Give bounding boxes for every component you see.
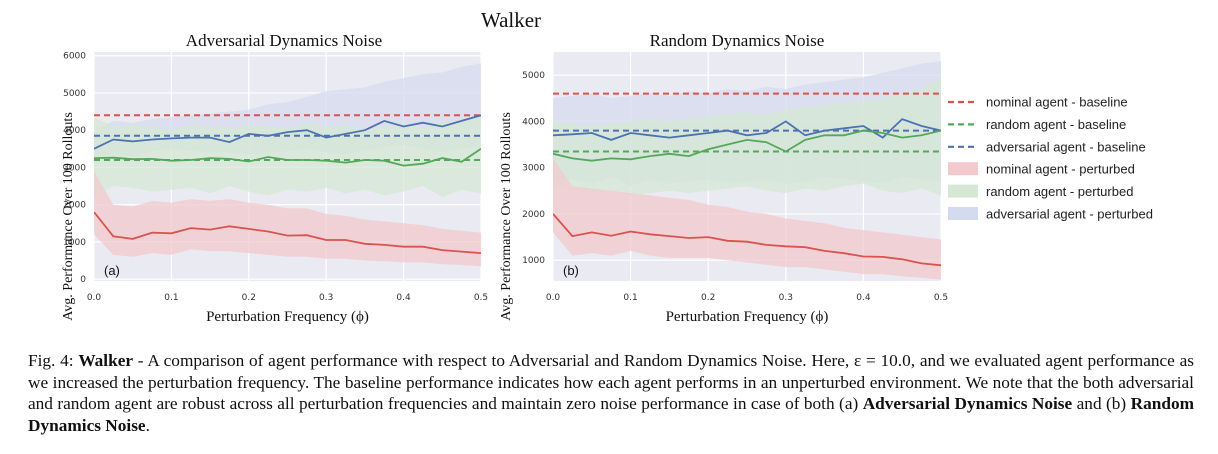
- y-tick-label: 1000: [522, 256, 545, 266]
- legend-label: adversarial agent - baseline: [986, 139, 1146, 154]
- legend-label: random agent - perturbed: [986, 184, 1133, 199]
- nominal-perturbed-line: [553, 213, 941, 267]
- x-tick-label: 0.1: [623, 293, 637, 303]
- panel-title: Random Dynamics Noise: [650, 31, 825, 50]
- y-tick-label: 1000: [63, 238, 86, 248]
- legend-label: nominal agent - perturbed: [986, 162, 1135, 177]
- x-tick-label: 0.4: [396, 293, 411, 303]
- legend-label: nominal agent - baseline: [986, 95, 1128, 110]
- y-tick-label: 4000: [63, 126, 86, 136]
- x-tick-label: 0.2: [242, 293, 256, 303]
- caption-text-1: - A comparison of agent performance with…: [28, 351, 1194, 414]
- plot-content: [553, 61, 941, 280]
- y-tick-label: 2000: [63, 201, 86, 211]
- random-perturbed-line: [553, 129, 941, 162]
- x-axis-label: Perturbation Frequency (ϕ): [206, 309, 369, 325]
- legend-swatch-patch: [948, 184, 978, 198]
- adversarial-perturbed-line: [553, 118, 941, 141]
- legend-label: random agent - baseline: [986, 117, 1126, 132]
- x-tick-label: 0.1: [164, 293, 178, 303]
- panel-title: Adversarial Dynamics Noise: [186, 31, 382, 50]
- caption-fig-number: Fig. 4:: [28, 351, 74, 370]
- adversarial-perturbed-line: [94, 114, 481, 150]
- y-tick-label: 6000: [63, 52, 86, 62]
- y-tick-label: 0: [80, 275, 86, 285]
- y-axis-label: Avg. Performance Over 100 Rollouts: [499, 112, 514, 321]
- nominal-perturbed-line: [94, 211, 481, 254]
- x-axis-label: Perturbation Frequency (ϕ): [666, 309, 829, 325]
- legend: nominal agent - baseline random agent - b…: [948, 95, 1153, 222]
- random-perturbed-line: [94, 148, 481, 167]
- y-tick-label: 3000: [63, 163, 86, 173]
- y-tick-label: 2000: [522, 210, 545, 220]
- caption-bold-b: Random Dynamics Noise: [28, 394, 1194, 435]
- caption-bold-a: Adversarial Dynamics Noise: [862, 394, 1073, 414]
- figure-canvas: Walker 0.0 0.1 0.2 0.3 0.4 0.5 0 1000 2000 3000 40…: [61, 8, 1153, 325]
- y-tick-label: 4000: [522, 117, 545, 127]
- plot-content: [94, 63, 481, 267]
- y-tick-label: 5000: [63, 89, 86, 99]
- caption-text-3: .: [145, 415, 150, 435]
- panel-label: (a): [104, 263, 120, 278]
- figure-caption: Fig. 4: Walker - A comparison of agent p…: [28, 350, 1194, 436]
- random-perturbed-band: [553, 77, 941, 196]
- x-tick-label: 0.2: [701, 293, 715, 303]
- caption-text-2: and (b): [1072, 394, 1131, 414]
- x-tick-label: 0.3: [319, 293, 333, 303]
- x-tick-label: 0.5: [934, 293, 948, 303]
- y-tick-label: 5000: [522, 71, 545, 81]
- nominal-perturbed-band: [553, 158, 941, 280]
- panel-random-dynamics-noise: 0.0 0.1 0.2 0.3 0.4 0.5 1000 2000 3000 4000 5000 Ra…: [499, 31, 948, 325]
- nominal-perturbed-band: [94, 171, 481, 267]
- panel-label: (b): [563, 263, 579, 278]
- x-tick-label: 0.0: [546, 293, 561, 303]
- x-tick-label: 0.4: [856, 293, 871, 303]
- caption-bold-title: Walker: [78, 351, 134, 370]
- legend-swatch-patch: [948, 207, 978, 220]
- y-axis-label: Avg. Performance Over 100 Rollouts: [61, 112, 76, 321]
- x-tick-label: 0.3: [779, 293, 793, 303]
- x-tick-label: 0.5: [474, 293, 488, 303]
- legend-label: adversarial agent - perturbed: [986, 207, 1153, 222]
- panel-adversarial-dynamics-noise: 0.0 0.1 0.2 0.3 0.4 0.5 0 1000 2000 3000 4000 5000 6…: [61, 31, 488, 325]
- y-tick-label: 3000: [522, 164, 545, 174]
- figure-title: Walker: [481, 8, 541, 32]
- x-tick-label: 0.0: [87, 293, 102, 303]
- legend-swatch-patch: [948, 162, 978, 176]
